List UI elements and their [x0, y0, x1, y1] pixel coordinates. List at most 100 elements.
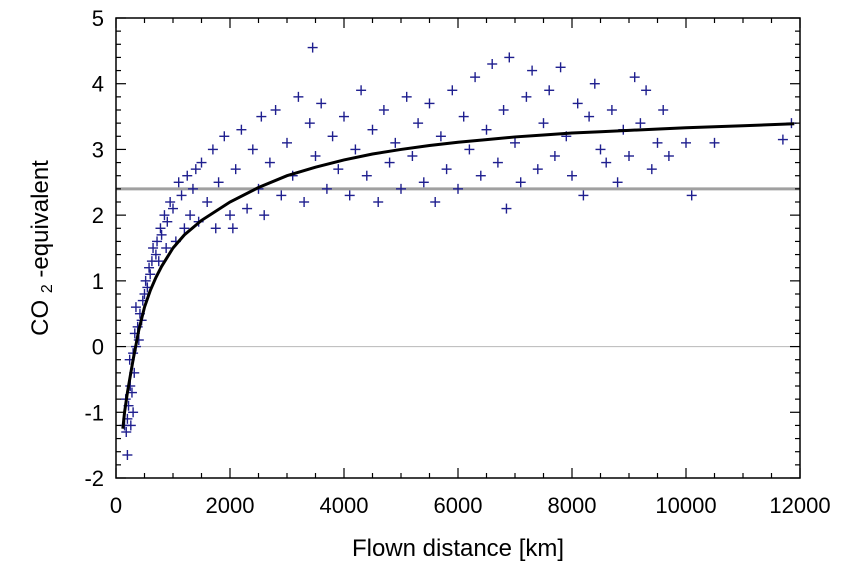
data-point	[125, 420, 136, 431]
data-point	[144, 262, 155, 273]
data-point	[584, 111, 595, 122]
data-point	[612, 177, 623, 188]
data-point	[453, 183, 463, 194]
data-point	[316, 98, 327, 109]
tick-labels-layer: 0 2000 4000 6000 8000 10000 12000 -2 -1 0 1 2 3 4 5	[84, 6, 830, 518]
y-tick-label: 1	[92, 269, 104, 294]
data-point	[361, 170, 372, 181]
data-point	[140, 275, 151, 286]
data-point	[321, 183, 332, 194]
data-point	[282, 137, 292, 148]
data-point	[538, 118, 549, 129]
data-point	[230, 164, 241, 175]
data-point	[504, 52, 515, 63]
data-point	[213, 177, 224, 188]
data-point	[179, 223, 190, 234]
data-point	[492, 157, 503, 168]
data-point	[549, 151, 560, 161]
data-point	[367, 124, 378, 135]
y-axis-label-suffix: -equivalent	[27, 160, 54, 278]
data-point	[304, 118, 315, 129]
data-point	[225, 210, 235, 221]
y-axis-label-prefix: CO	[27, 300, 54, 336]
data-point	[259, 210, 270, 221]
data-point	[333, 164, 344, 175]
data-point	[190, 164, 201, 175]
data-point	[350, 144, 361, 155]
data-point	[578, 190, 589, 201]
data-point	[293, 91, 304, 102]
data-point	[161, 243, 172, 253]
data-point	[207, 144, 218, 155]
data-point	[182, 170, 193, 181]
data-point	[709, 137, 720, 148]
data-point	[156, 229, 167, 240]
y-axis-label: CO 2 -equivalent	[27, 160, 56, 336]
data-point	[481, 124, 492, 135]
data-point	[430, 197, 441, 207]
y-tick-label: 3	[92, 137, 104, 162]
data-point	[515, 177, 526, 188]
data-point	[606, 105, 617, 115]
y-tick-label: 2	[92, 203, 104, 228]
data-point	[145, 269, 156, 280]
y-tick-label: -1	[84, 400, 104, 425]
data-point	[276, 190, 287, 201]
data-point	[498, 105, 509, 115]
data-point	[121, 427, 132, 437]
data-point	[373, 197, 384, 207]
data-point	[162, 216, 173, 227]
data-point	[196, 157, 207, 168]
data-point	[152, 236, 163, 247]
data-point	[227, 223, 238, 234]
data-point	[532, 164, 543, 175]
data-point	[176, 190, 187, 201]
data-point	[356, 85, 367, 96]
data-point	[572, 98, 583, 109]
y-tick-label: 0	[92, 335, 104, 360]
data-point	[202, 197, 213, 207]
data-point	[327, 131, 338, 142]
data-point	[210, 223, 221, 234]
data-point	[148, 243, 159, 253]
data-point	[401, 91, 412, 102]
data-point	[130, 302, 141, 313]
data-point	[339, 111, 349, 122]
data-point	[624, 151, 634, 161]
data-point	[418, 177, 429, 188]
data-point	[501, 203, 512, 214]
data-point	[646, 164, 657, 175]
data-point	[219, 131, 230, 142]
data-point	[384, 157, 395, 168]
data-point	[128, 407, 139, 418]
x-tick-label: 10000	[655, 493, 716, 518]
data-point	[242, 203, 253, 214]
points-layer	[119, 42, 797, 460]
data-point	[510, 137, 520, 148]
data-point	[658, 105, 669, 115]
data-point	[307, 42, 318, 53]
data-point	[264, 157, 275, 168]
data-point	[521, 91, 532, 102]
data-point	[310, 151, 321, 161]
data-point	[629, 72, 640, 83]
data-point	[686, 190, 697, 201]
y-tick-label: 5	[92, 6, 104, 31]
data-point	[413, 118, 424, 129]
data-point	[589, 78, 600, 89]
data-point	[470, 72, 481, 83]
data-point	[777, 134, 788, 145]
data-point	[435, 131, 446, 142]
data-point	[378, 105, 389, 115]
data-point	[185, 210, 196, 221]
data-point	[270, 105, 281, 115]
x-tick-label: 8000	[548, 493, 597, 518]
data-point	[544, 85, 555, 96]
data-point	[396, 183, 406, 194]
ticks-layer	[115, 17, 801, 479]
data-point	[236, 124, 247, 135]
data-point	[681, 137, 691, 148]
x-tick-label: 4000	[320, 493, 369, 518]
